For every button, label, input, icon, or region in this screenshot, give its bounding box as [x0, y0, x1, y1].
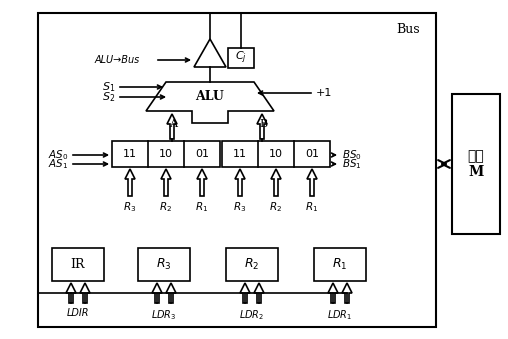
Polygon shape	[80, 283, 90, 303]
Text: Bus: Bus	[396, 23, 420, 36]
Text: IR: IR	[71, 258, 85, 271]
Bar	[452, 94, 500, 234]
Polygon shape	[125, 169, 135, 196]
Text: $R_2$: $R_2$	[269, 200, 282, 214]
Text: $S_1$: $S_1$	[102, 80, 115, 94]
Polygon shape	[254, 283, 264, 303]
Polygon shape	[240, 283, 250, 303]
Polygon shape	[342, 283, 352, 303]
Text: 10: 10	[269, 149, 283, 159]
Text: ALU→Bus: ALU→Bus	[95, 55, 140, 65]
Polygon shape	[307, 169, 317, 196]
Polygon shape	[167, 114, 177, 139]
Bar	[228, 48, 254, 68]
Polygon shape	[152, 283, 162, 303]
Polygon shape	[161, 169, 171, 196]
Polygon shape	[235, 169, 245, 196]
Bar	[138, 248, 190, 281]
Bar	[226, 248, 278, 281]
Text: 01: 01	[195, 149, 209, 159]
Polygon shape	[197, 169, 207, 196]
Bar	[314, 248, 366, 281]
Text: 10: 10	[159, 149, 173, 159]
Text: $R_3$: $R_3$	[123, 200, 137, 214]
Text: $BS_0$: $BS_0$	[342, 148, 362, 162]
Text: $AS_1$: $AS_1$	[48, 157, 68, 171]
Text: 11: 11	[233, 149, 247, 159]
Text: $R_3$: $R_3$	[233, 200, 247, 214]
Bar	[222, 141, 330, 167]
Text: $AS_0$: $AS_0$	[48, 148, 68, 162]
Text: $R_2$: $R_2$	[244, 257, 260, 272]
Bar	[112, 141, 220, 167]
Text: B: B	[259, 119, 267, 129]
Text: $R_2$: $R_2$	[160, 200, 173, 214]
Text: LDIR: LDIR	[67, 308, 89, 318]
Polygon shape	[194, 39, 226, 67]
Text: $R_3$: $R_3$	[156, 257, 172, 272]
Text: $R_1$: $R_1$	[332, 257, 347, 272]
Text: $R_1$: $R_1$	[305, 200, 319, 214]
Polygon shape	[271, 169, 281, 196]
Polygon shape	[66, 283, 76, 303]
Text: ALU: ALU	[196, 90, 225, 103]
Polygon shape	[257, 114, 267, 139]
Text: +1: +1	[316, 88, 332, 98]
Bar	[38, 13, 436, 327]
Text: 11: 11	[123, 149, 137, 159]
Polygon shape	[166, 283, 176, 303]
Polygon shape	[146, 82, 274, 123]
Text: $LDR_2$: $LDR_2$	[239, 308, 265, 322]
Text: 主存
M: 主存 M	[468, 149, 484, 179]
Text: A: A	[169, 119, 177, 129]
Text: $LDR_1$: $LDR_1$	[327, 308, 353, 322]
Text: $R_1$: $R_1$	[196, 200, 209, 214]
Text: $S_2$: $S_2$	[102, 90, 115, 104]
Bar	[52, 248, 104, 281]
Text: $LDR_3$: $LDR_3$	[151, 308, 177, 322]
Text: $BS_1$: $BS_1$	[342, 157, 362, 171]
Text: $C_j$: $C_j$	[235, 50, 247, 66]
Text: 01: 01	[305, 149, 319, 159]
Polygon shape	[328, 283, 338, 303]
